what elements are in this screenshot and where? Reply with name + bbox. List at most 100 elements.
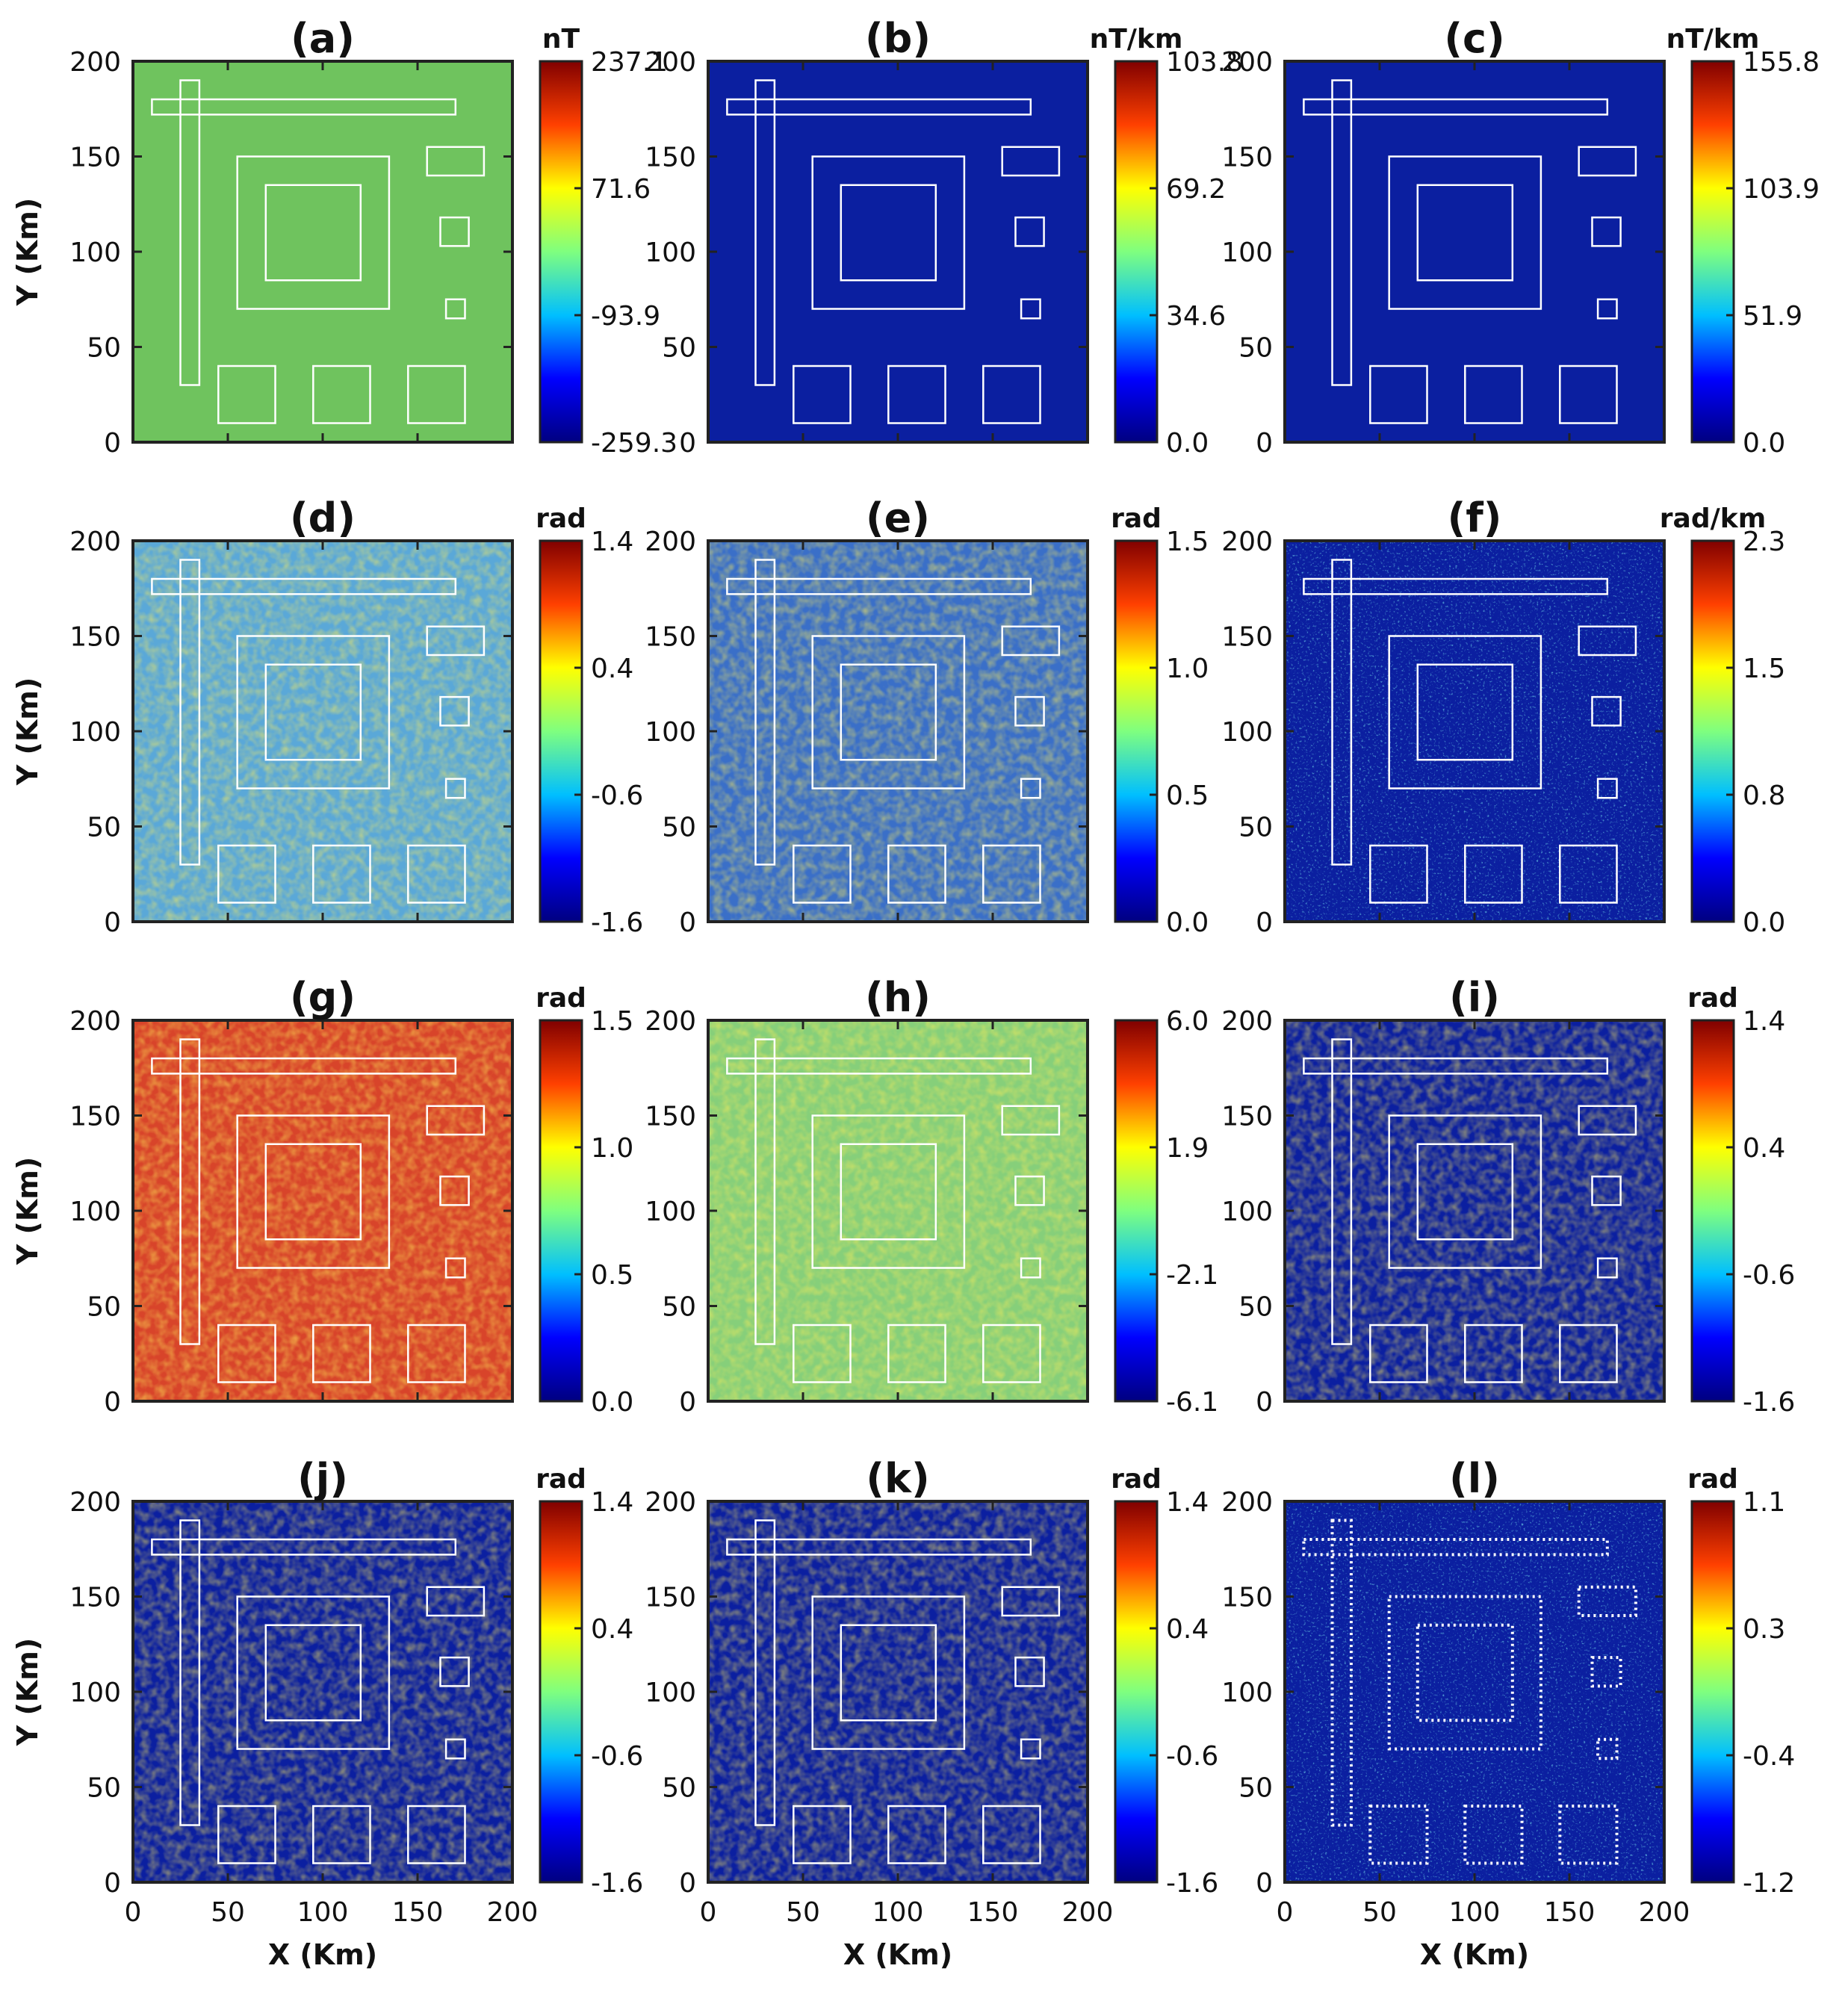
panel-title: (b) bbox=[865, 15, 931, 62]
y-tick-label: 100 bbox=[69, 1197, 121, 1227]
outline-right-rect-low bbox=[444, 1738, 466, 1760]
y-axis-label: Y (Km) bbox=[11, 1638, 44, 1747]
outline-bottom-square-left bbox=[217, 844, 276, 904]
y-tick-label: 100 bbox=[1221, 717, 1273, 748]
y-tick-label: 0 bbox=[104, 428, 121, 459]
colorbar-tick-label: -1.6 bbox=[1743, 1387, 1795, 1418]
outline-right-rect-mid bbox=[439, 695, 470, 727]
colorbar-tick-label: -0.6 bbox=[1743, 1260, 1795, 1291]
y-tick-label: 200 bbox=[645, 47, 696, 78]
colorbar-tick-label: 69.2 bbox=[1166, 174, 1226, 205]
outline-outer-square bbox=[236, 1114, 391, 1269]
y-tick-label: 50 bbox=[662, 1292, 696, 1323]
y-axis-label: Y (Km) bbox=[11, 677, 44, 787]
outline-inner-square bbox=[840, 184, 937, 282]
colorbar: 6.0 1.9 -2.1 -6.1 bbox=[1114, 1006, 1218, 1418]
x-tick-label: 200 bbox=[1062, 1897, 1114, 1928]
panel-title: (k) bbox=[866, 1455, 929, 1502]
outline-vertical-bar bbox=[1331, 1038, 1353, 1345]
y-tick-label: 150 bbox=[645, 1583, 696, 1613]
colorbar-tick-label: 1.4 bbox=[1743, 1006, 1785, 1037]
panel-e: 0 50 100 150 200 (e) 1.5 1.0 0.5 0.0 rad bbox=[645, 494, 1209, 938]
colorbar-unit: rad bbox=[536, 503, 586, 534]
colorbar-tick-label: 1.0 bbox=[1166, 654, 1209, 684]
outline-bottom-square-mid bbox=[312, 1805, 371, 1864]
panel-k: 0 50 100 150 200 0 50 100 150 200 (k) X (Km) 1.4 0.4 -… bbox=[645, 1455, 1218, 1971]
y-tick-label: 50 bbox=[87, 813, 121, 843]
outline-bottom-square-right bbox=[982, 844, 1041, 904]
outline-horizontal-bar bbox=[151, 1057, 457, 1075]
outline-right-rect-top bbox=[1578, 1105, 1637, 1136]
y-tick-label: 100 bbox=[69, 238, 121, 268]
colorbar-tick-label: 0.0 bbox=[1166, 908, 1209, 938]
outline-vertical-bar bbox=[179, 559, 201, 866]
outline-bottom-square-left bbox=[217, 364, 276, 424]
colorbar-tick-label: -0.4 bbox=[1743, 1741, 1795, 1772]
y-tick-label: 100 bbox=[645, 717, 696, 748]
outline-right-rect-low bbox=[1020, 1257, 1041, 1279]
outline-horizontal-bar bbox=[726, 98, 1032, 116]
outline-horizontal-bar bbox=[151, 1538, 457, 1556]
outline-vertical-bar bbox=[754, 79, 776, 386]
heatmap-texture bbox=[708, 541, 1088, 922]
outline-right-rect-top bbox=[426, 1586, 486, 1617]
colorbar-gradient bbox=[1690, 1500, 1735, 1884]
colorbar-unit: rad/km bbox=[1660, 503, 1766, 534]
colorbar-tick-label: -259.3 bbox=[591, 428, 678, 459]
y-tick-label: 0 bbox=[679, 908, 696, 938]
outline-right-rect-mid bbox=[1014, 1656, 1045, 1687]
y-tick-label: 50 bbox=[1238, 1773, 1273, 1804]
colorbar-tick-label: 6.0 bbox=[1166, 1006, 1209, 1037]
y-tick-label: 0 bbox=[104, 1868, 121, 1899]
outline-bottom-square-mid bbox=[312, 1324, 371, 1383]
panel-title: (g) bbox=[290, 974, 356, 1021]
y-tick-label: 0 bbox=[1256, 1387, 1273, 1418]
colorbar-gradient bbox=[1114, 1500, 1159, 1884]
colorbar-tick-label: 51.9 bbox=[1743, 301, 1802, 332]
x-tick-label: 150 bbox=[967, 1897, 1019, 1928]
outline-right-rect-mid bbox=[1014, 216, 1045, 247]
y-tick-label: 0 bbox=[679, 1868, 696, 1899]
outline-outer-square bbox=[1388, 155, 1542, 310]
colorbar: 103.8 69.2 34.6 0.0 nT/km bbox=[1090, 24, 1243, 459]
colorbar-tick-label: -1.2 bbox=[1743, 1868, 1795, 1899]
x-tick-label: 50 bbox=[786, 1897, 820, 1928]
outline-bottom-square-left bbox=[793, 844, 852, 904]
colorbar: 1.5 1.0 0.5 0.0 rad bbox=[1111, 503, 1209, 938]
outline-horizontal-bar bbox=[726, 1057, 1032, 1075]
heatmap-texture bbox=[133, 1501, 512, 1882]
y-tick-label: 100 bbox=[1221, 238, 1273, 268]
outline-right-rect-low bbox=[1596, 1257, 1618, 1279]
outline-vertical-bar bbox=[754, 559, 776, 866]
outline-bottom-square-left bbox=[217, 1324, 276, 1383]
panel-title: (l) bbox=[1449, 1455, 1500, 1502]
colorbar-tick-label: 2.3 bbox=[1743, 527, 1785, 557]
heatmap-area bbox=[708, 541, 1088, 922]
heatmap-area bbox=[708, 1020, 1088, 1401]
x-tick-label: 200 bbox=[487, 1897, 539, 1928]
colorbar-tick-label: -0.6 bbox=[1166, 1741, 1218, 1772]
colorbar-tick-label: 1.5 bbox=[591, 1006, 633, 1037]
y-tick-label: 0 bbox=[1256, 908, 1273, 938]
panel-i: 0 50 100 150 200 (i) 1.4 0.4 -0.6 -1.6 rad bbox=[1221, 974, 1795, 1418]
outline-right-rect-low bbox=[444, 298, 466, 320]
outline-right-rect-mid bbox=[1590, 1656, 1622, 1688]
heatmap-area bbox=[708, 1501, 1088, 1882]
colorbar-gradient bbox=[1690, 539, 1735, 923]
colorbar-tick-label: -0.6 bbox=[591, 1741, 643, 1772]
outline-horizontal-bar bbox=[1303, 98, 1609, 116]
outline-right-rect-low bbox=[1596, 298, 1618, 320]
outline-bottom-square-mid bbox=[1464, 844, 1523, 904]
panel-h: 0 50 100 150 200 (h) 6.0 1.9 -2.1 -6.1 bbox=[645, 974, 1218, 1418]
x-tick-label: 100 bbox=[1449, 1897, 1501, 1928]
colorbar: 1.4 0.4 -0.6 -1.6 rad bbox=[1687, 983, 1795, 1418]
outline-bottom-square-left bbox=[1369, 364, 1428, 424]
colorbar-unit: rad bbox=[1687, 1464, 1738, 1495]
outline-inner-square bbox=[840, 1624, 937, 1722]
x-tick-label: 150 bbox=[1544, 1897, 1596, 1928]
y-tick-label: 200 bbox=[1221, 1487, 1273, 1518]
colorbar-tick-label: 1.4 bbox=[1166, 1487, 1209, 1518]
outline-inner-square bbox=[1416, 184, 1514, 282]
y-tick-label: 50 bbox=[87, 1773, 121, 1804]
y-tick-label: 200 bbox=[1221, 1006, 1273, 1037]
